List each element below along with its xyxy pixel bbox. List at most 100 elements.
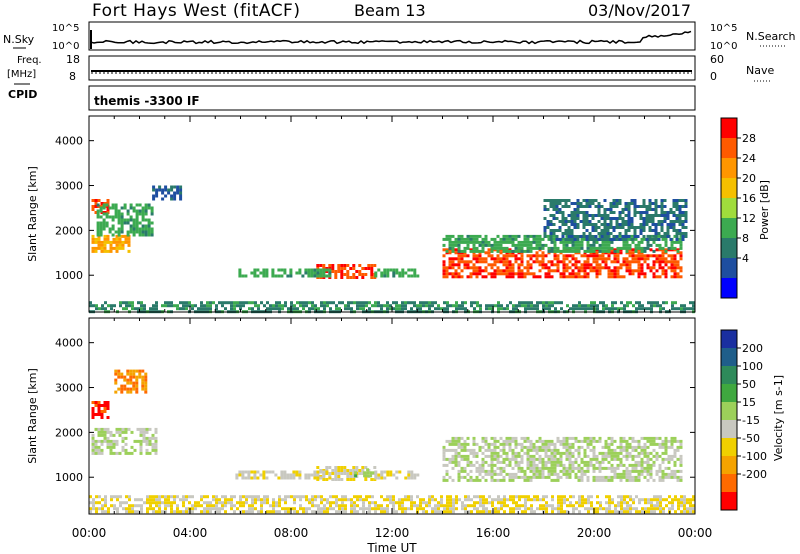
nave-label: Nave [746, 64, 774, 77]
echo-region-1-2 [91, 427, 158, 455]
y-tick-label-2: 3000 [55, 180, 83, 193]
velocity-colorbar-tick-label-7: -200 [742, 468, 767, 481]
velocity-colorbar-swatch-8 [721, 474, 737, 493]
y-tick-label-1: 2000 [55, 426, 83, 439]
time-axis-label: Time UT [366, 541, 417, 554]
velocity-colorbar-swatch-6 [721, 438, 737, 457]
time-tick-label-4: 16:00 [476, 526, 511, 540]
echo-region-1-0 [91, 401, 110, 419]
count-tick-high-right: 10^5 [710, 23, 737, 34]
echo-region-0-5 [238, 268, 332, 278]
time-tick-label-6: 00:00 [678, 526, 713, 540]
velocity-y-ticks: 1000 2000 3000 4000 [55, 337, 695, 484]
echo-region-1-7 [442, 436, 683, 482]
cpid-label: CPID [8, 88, 37, 101]
time-tick-label-5: 20:00 [577, 526, 612, 540]
count-tick-high-left: 10^5 [52, 23, 79, 34]
velocity-colorbar-tick-label-5: -50 [742, 432, 760, 445]
nsky-trace [90, 30, 692, 45]
velocity-colorbar-swatch-7 [721, 456, 737, 475]
y-tick-label-2: 3000 [55, 382, 83, 395]
power-colorbar-swatch-8 [721, 278, 737, 299]
date-label: 03/Nov/2017 [588, 1, 691, 20]
freq-tick-high: 18 [66, 53, 80, 66]
beam-label: Beam 13 [354, 1, 426, 20]
velocity-colorbar-swatch-5 [721, 420, 737, 439]
velocity-panel: 1000 2000 3000 4000 Slant Range [km] [26, 317, 696, 515]
time-tick-label-1: 04:00 [173, 526, 208, 540]
echo-region-1-5 [235, 470, 332, 480]
velocity-colorbar-tick-label-0: 200 [742, 342, 763, 355]
velocity-colorbar-swatch-2 [721, 366, 737, 385]
cpid-panel-frame [88, 85, 696, 111]
count-tick-low-left: 10^0 [52, 41, 79, 52]
velocity-colorbar-tick-label-4: -15 [742, 414, 760, 427]
nave-tick-high: 60 [710, 53, 724, 66]
velocity-colorbar-swatch-9 [721, 492, 737, 511]
count-panel: N.Sky 10^5 10^0 10^5 10^0 N.Search [3, 21, 796, 52]
velocity-x-ticks [88, 318, 696, 514]
power-colorbar-tick-label-0: 28 [742, 132, 756, 145]
y-tick-label-0: 1000 [55, 471, 83, 484]
y-tick-label-0: 1000 [55, 269, 83, 282]
velocity-colorbar-tick-label-1: 100 [742, 360, 763, 373]
y-tick-label-3: 4000 [55, 135, 83, 148]
power-colorbar-swatch-5 [721, 218, 737, 239]
time-tick-label-2: 08:00 [274, 526, 309, 540]
nsearch-label: N.Search [746, 30, 796, 43]
power-colorbar-tick-label-5: 8 [742, 232, 749, 245]
velocity-panel-frame [88, 317, 696, 515]
power-heatmap [89, 185, 695, 314]
power-colorbar-tick-label-3: 16 [742, 192, 756, 205]
velocity-y-axis-label: Slant Range [km] [26, 368, 39, 464]
echo-region-0-0 [91, 234, 131, 253]
power-colorbar-tick-label-6: 4 [742, 252, 749, 265]
power-y-axis-label: Slant Range [km] [26, 166, 39, 262]
time-tick-label-0: 00:00 [72, 526, 107, 540]
cpid-panel: CPID themis -3300 IF [8, 83, 696, 111]
power-colorbar-swatch-0 [721, 118, 737, 139]
velocity-colorbar-tick-label-6: -100 [742, 450, 767, 463]
power-colorbar: 28 24 20 16 12 8 4 Power [dB] [720, 117, 771, 299]
velocity-colorbar-swatch-0 [721, 330, 737, 349]
nsky-label: N.Sky [3, 33, 35, 46]
time-tick-label-3: 12:00 [375, 526, 410, 540]
y-tick-label-1: 2000 [55, 224, 83, 237]
power-colorbar-tick-label-1: 24 [742, 152, 756, 165]
echo-region-0-6 [374, 268, 420, 278]
power-y-ticks: 1000 2000 3000 4000 [55, 135, 695, 282]
velocity-colorbar-label: Velocity [m s-1] [772, 375, 785, 461]
cpid-value: themis -3300 IF [94, 94, 200, 108]
echo-region-0-9 [543, 199, 688, 241]
echo-region-0-3 [152, 185, 183, 201]
count-trace [90, 30, 692, 49]
power-colorbar-swatch-7 [721, 258, 737, 279]
freq-label: Freq. [17, 55, 42, 66]
freq-panel: Freq. [MHz] 18 8 60 0 Nave [7, 53, 774, 83]
power-colorbar-swatch-2 [721, 158, 737, 179]
velocity-colorbar-swatch-4 [721, 402, 737, 421]
freq-tick-low: 8 [69, 70, 76, 83]
nave-tick-low: 0 [710, 70, 717, 83]
velocity-colorbar-swatch-3 [721, 384, 737, 403]
nsky-spike [90, 30, 92, 49]
power-colorbar-tick-label-2: 20 [742, 172, 756, 185]
velocity-colorbar-swatch-1 [721, 348, 737, 367]
freq-panel-frame [88, 55, 696, 81]
power-colorbar-swatch-4 [721, 198, 737, 219]
power-panel: 1000 2000 3000 4000 Slant Range [km] [26, 115, 696, 314]
freq-unit-label: [MHz] [7, 69, 36, 80]
power-colorbar-tick-label-4: 12 [742, 212, 756, 225]
echo-region-1-1 [114, 369, 148, 394]
y-tick-label-3: 4000 [55, 337, 83, 350]
site-title: Fort Hays West (fitACF) [92, 1, 300, 21]
echo-region-0-2 [96, 203, 154, 237]
echo-region-1-8 [89, 495, 695, 514]
count-tick-low-right: 10^0 [710, 41, 737, 52]
velocity-heatmap [89, 369, 695, 514]
power-colorbar-swatch-1 [721, 138, 737, 159]
count-panel-frame [88, 21, 696, 51]
power-x-ticks [88, 116, 696, 312]
power-colorbar-label: Power [dB] [758, 180, 771, 240]
